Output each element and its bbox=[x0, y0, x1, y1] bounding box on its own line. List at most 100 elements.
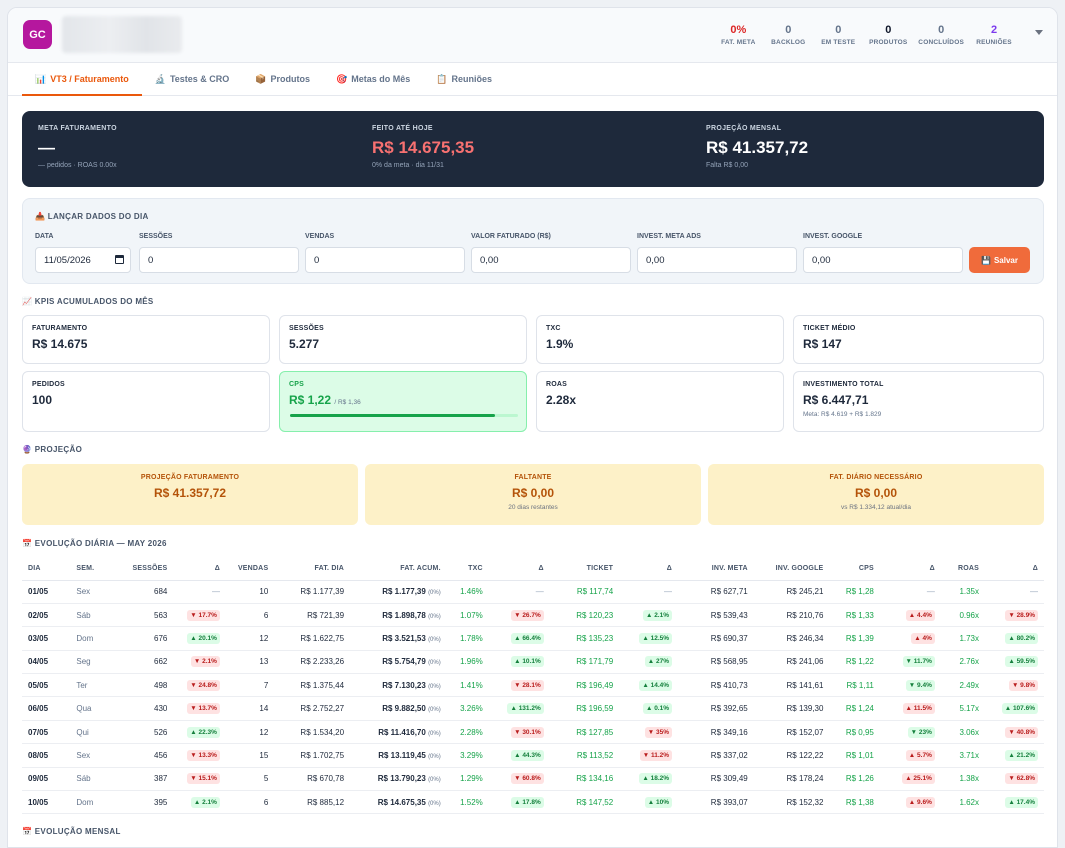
tab-metas[interactable]: 🎯 Metas do Mês bbox=[323, 63, 423, 96]
column-header[interactable]: Δ bbox=[619, 557, 679, 581]
cumulative-value: R$ 11.416,70 bbox=[378, 727, 426, 737]
kpi-label: CPS bbox=[289, 381, 304, 388]
calendar-icon[interactable] bbox=[115, 255, 124, 264]
invest-meta-input[interactable]: 0,00 bbox=[637, 247, 797, 273]
tab-label: Reuniões bbox=[451, 74, 492, 84]
kpi-roas: ROAS 2.28x bbox=[536, 371, 784, 432]
save-button[interactable]: 💾 Salvar bbox=[969, 247, 1030, 273]
column-header[interactable]: INV. META bbox=[678, 557, 754, 581]
delta-badge: ▼ 11.7% bbox=[902, 656, 935, 668]
column-header[interactable]: ROAS bbox=[940, 557, 986, 581]
cps-cell: R$ 1,38 bbox=[829, 790, 880, 815]
delta-badge: ▼ 28.1% bbox=[511, 679, 544, 691]
column-header[interactable]: Δ bbox=[879, 557, 941, 581]
invest-meta-label: INVEST. META ADS bbox=[637, 233, 701, 240]
valor-faturado-label: VALOR FATURADO (R$) bbox=[471, 233, 551, 240]
kpi-value: R$ 147 bbox=[803, 337, 842, 351]
delta-badge: ▼ 11.2% bbox=[639, 749, 673, 761]
roas-delta: ▲ 59.5% bbox=[985, 650, 1044, 675]
kpi-label: TXC bbox=[546, 325, 561, 332]
txc-cell: 1.41% bbox=[446, 673, 489, 698]
delta-badge: ▼ 26.7% bbox=[511, 609, 544, 621]
delta-badge: ▲ 21.2% bbox=[1005, 749, 1038, 761]
kpi-label: FATURAMENTO bbox=[32, 325, 88, 332]
inv-meta-cell: R$ 410,73 bbox=[678, 673, 754, 698]
delta-badge: ▲ 22.3% bbox=[187, 726, 220, 738]
calendar-icon: 📅 bbox=[22, 827, 33, 836]
stat-value: 0 bbox=[835, 24, 842, 36]
column-header[interactable]: CPS bbox=[829, 557, 880, 581]
cps-delta: ▲ 5.7% bbox=[879, 743, 941, 768]
txc-delta: ▼ 28.1% bbox=[488, 673, 550, 698]
stat-backlog[interactable]: 0 BACKLOG bbox=[763, 24, 813, 46]
proj-faltante: FALTANTE R$ 0,00 20 dias restantes bbox=[365, 464, 701, 525]
column-header[interactable]: SESSÕES bbox=[118, 557, 174, 581]
roas-delta: ▲ 107.6% bbox=[985, 696, 1044, 721]
chevron-down-icon[interactable] bbox=[1035, 30, 1043, 35]
roas-delta: ▲ 80.2% bbox=[985, 626, 1044, 651]
inv-google-cell: R$ 139,30 bbox=[753, 696, 830, 721]
daily-table: DIA SEM. SESSÕES Δ VENDAS FAT. DIA FAT. ACUM. T… bbox=[22, 557, 1044, 815]
tab-produtos[interactable]: 📦 Produtos bbox=[242, 63, 323, 96]
column-header[interactable]: Δ bbox=[488, 557, 550, 581]
invest-google-input[interactable]: 0,00 bbox=[803, 247, 963, 273]
daily-title: 📅 EVOLUÇÃO DIÁRIA — MAY 2026 bbox=[22, 539, 167, 548]
inv-google-cell: R$ 152,07 bbox=[753, 720, 830, 745]
day-cell: 08/05 bbox=[22, 743, 71, 768]
stat-concluidos[interactable]: 0 CONCLUÍDOS bbox=[913, 24, 969, 46]
stat-produtos[interactable]: 0 PRODUTOS bbox=[863, 24, 913, 46]
txc-cell: 1.96% bbox=[446, 650, 489, 675]
kpi-label: PEDIDOS bbox=[32, 381, 65, 388]
inv-meta-cell: R$ 393,07 bbox=[678, 790, 754, 815]
delta-badge: ▲ 12.5% bbox=[639, 632, 673, 644]
column-header[interactable]: VENDAS bbox=[225, 557, 275, 581]
ticket-delta: ▼ 35% bbox=[619, 720, 679, 745]
sessions-delta: ▼ 15.1% bbox=[173, 767, 226, 792]
cumulative-value: R$ 7.130,23 bbox=[382, 680, 426, 690]
column-header[interactable]: SEM. bbox=[70, 557, 119, 581]
column-header[interactable]: TICKET bbox=[549, 557, 620, 581]
sessoes-input[interactable]: 0 bbox=[139, 247, 299, 273]
column-header[interactable]: Δ bbox=[985, 557, 1044, 581]
delta-badge: ▼ 30.1% bbox=[511, 726, 544, 738]
cumulative-percent: (0%) bbox=[428, 636, 441, 643]
sessions-delta: ▲ 2.1% bbox=[173, 790, 226, 815]
column-header[interactable]: INV. GOOGLE bbox=[753, 557, 830, 581]
delta-badge: ▼ 24.8% bbox=[187, 679, 220, 691]
sessions-delta: ▲ 20.1% bbox=[173, 626, 226, 651]
delta-badge: ▲ 14.4% bbox=[639, 679, 673, 691]
column-header[interactable]: FAT. ACUM. bbox=[350, 557, 447, 581]
valor-faturado-input[interactable]: 0,00 bbox=[471, 247, 631, 273]
column-header[interactable]: TXC bbox=[446, 557, 489, 581]
column-header[interactable]: FAT. DIA bbox=[274, 557, 351, 581]
delta-badge: ▼ 28.9% bbox=[1005, 609, 1038, 621]
column-header[interactable]: Δ bbox=[173, 557, 226, 581]
txc-cell: 1.78% bbox=[446, 626, 489, 651]
delta-badge: ▲ 5.7% bbox=[905, 749, 935, 761]
cumulative-percent: (0%) bbox=[428, 613, 441, 620]
tab-faturamento[interactable]: 📊 VT3 / Faturamento bbox=[22, 63, 142, 96]
avatar[interactable]: GC bbox=[23, 20, 52, 49]
sessions-cell: 662 bbox=[118, 650, 174, 675]
cps-progress-bar bbox=[290, 414, 518, 417]
daily-revenue-cell: R$ 2.233,26 bbox=[274, 650, 351, 675]
date-input[interactable]: 11/05/2026 bbox=[35, 247, 131, 273]
launch-title: 📥 LANÇAR DADOS DO DIA bbox=[35, 212, 149, 221]
roas-cell: 1.35x bbox=[940, 580, 986, 604]
stat-reunioes[interactable]: 2 REUNIÕES bbox=[969, 24, 1019, 46]
banner-value: R$ 41.357,72 bbox=[706, 138, 809, 157]
daily-revenue-cell: R$ 1.534,20 bbox=[274, 720, 351, 745]
tab-testes-cro[interactable]: 🔬 Testes & CRO bbox=[142, 63, 243, 96]
sales-cell: 15 bbox=[225, 743, 275, 768]
banner-label: META FATURAMENTO bbox=[38, 125, 117, 132]
roas-cell: 1.38x bbox=[940, 767, 986, 792]
column-header[interactable]: DIA bbox=[22, 557, 71, 581]
stat-fat-meta[interactable]: 0% FAT. META bbox=[713, 24, 763, 46]
sessoes-label: SESSÕES bbox=[139, 233, 173, 240]
delta-badge: ▼ 60.8% bbox=[511, 773, 544, 785]
vendas-input[interactable]: 0 bbox=[305, 247, 465, 273]
tab-reunioes[interactable]: 📋 Reuniões bbox=[423, 63, 505, 96]
stat-em-teste[interactable]: 0 EM TESTE bbox=[813, 24, 863, 46]
sessions-cell: 563 bbox=[118, 603, 174, 628]
weekday-cell: Sex bbox=[70, 743, 119, 768]
